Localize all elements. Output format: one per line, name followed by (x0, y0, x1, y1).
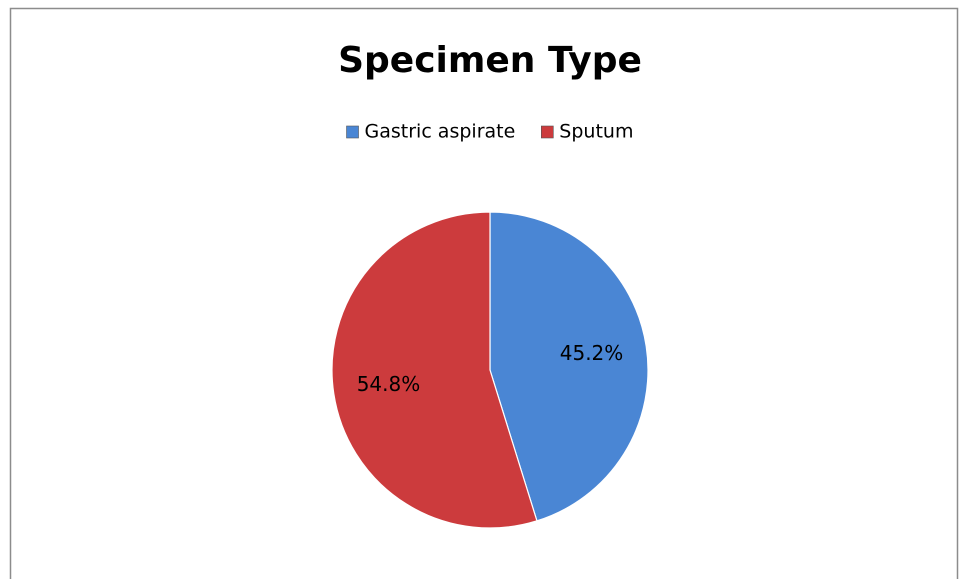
chart-title: Specimen Type (338, 40, 642, 81)
data-label: 54.8% (357, 372, 421, 396)
legend: Gastric aspirate Sputum (346, 121, 633, 143)
data-label: 45.2% (560, 341, 624, 365)
legend-swatch (541, 125, 554, 139)
pie: 45.2% 54.8% (331, 211, 649, 529)
chart-border (9, 7, 959, 579)
pie-slice (489, 211, 649, 522)
pie-slice (331, 211, 538, 529)
legend-swatch (346, 125, 359, 139)
legend-label: Gastric aspirate (365, 121, 516, 143)
legend-label: Sputum (559, 121, 633, 143)
